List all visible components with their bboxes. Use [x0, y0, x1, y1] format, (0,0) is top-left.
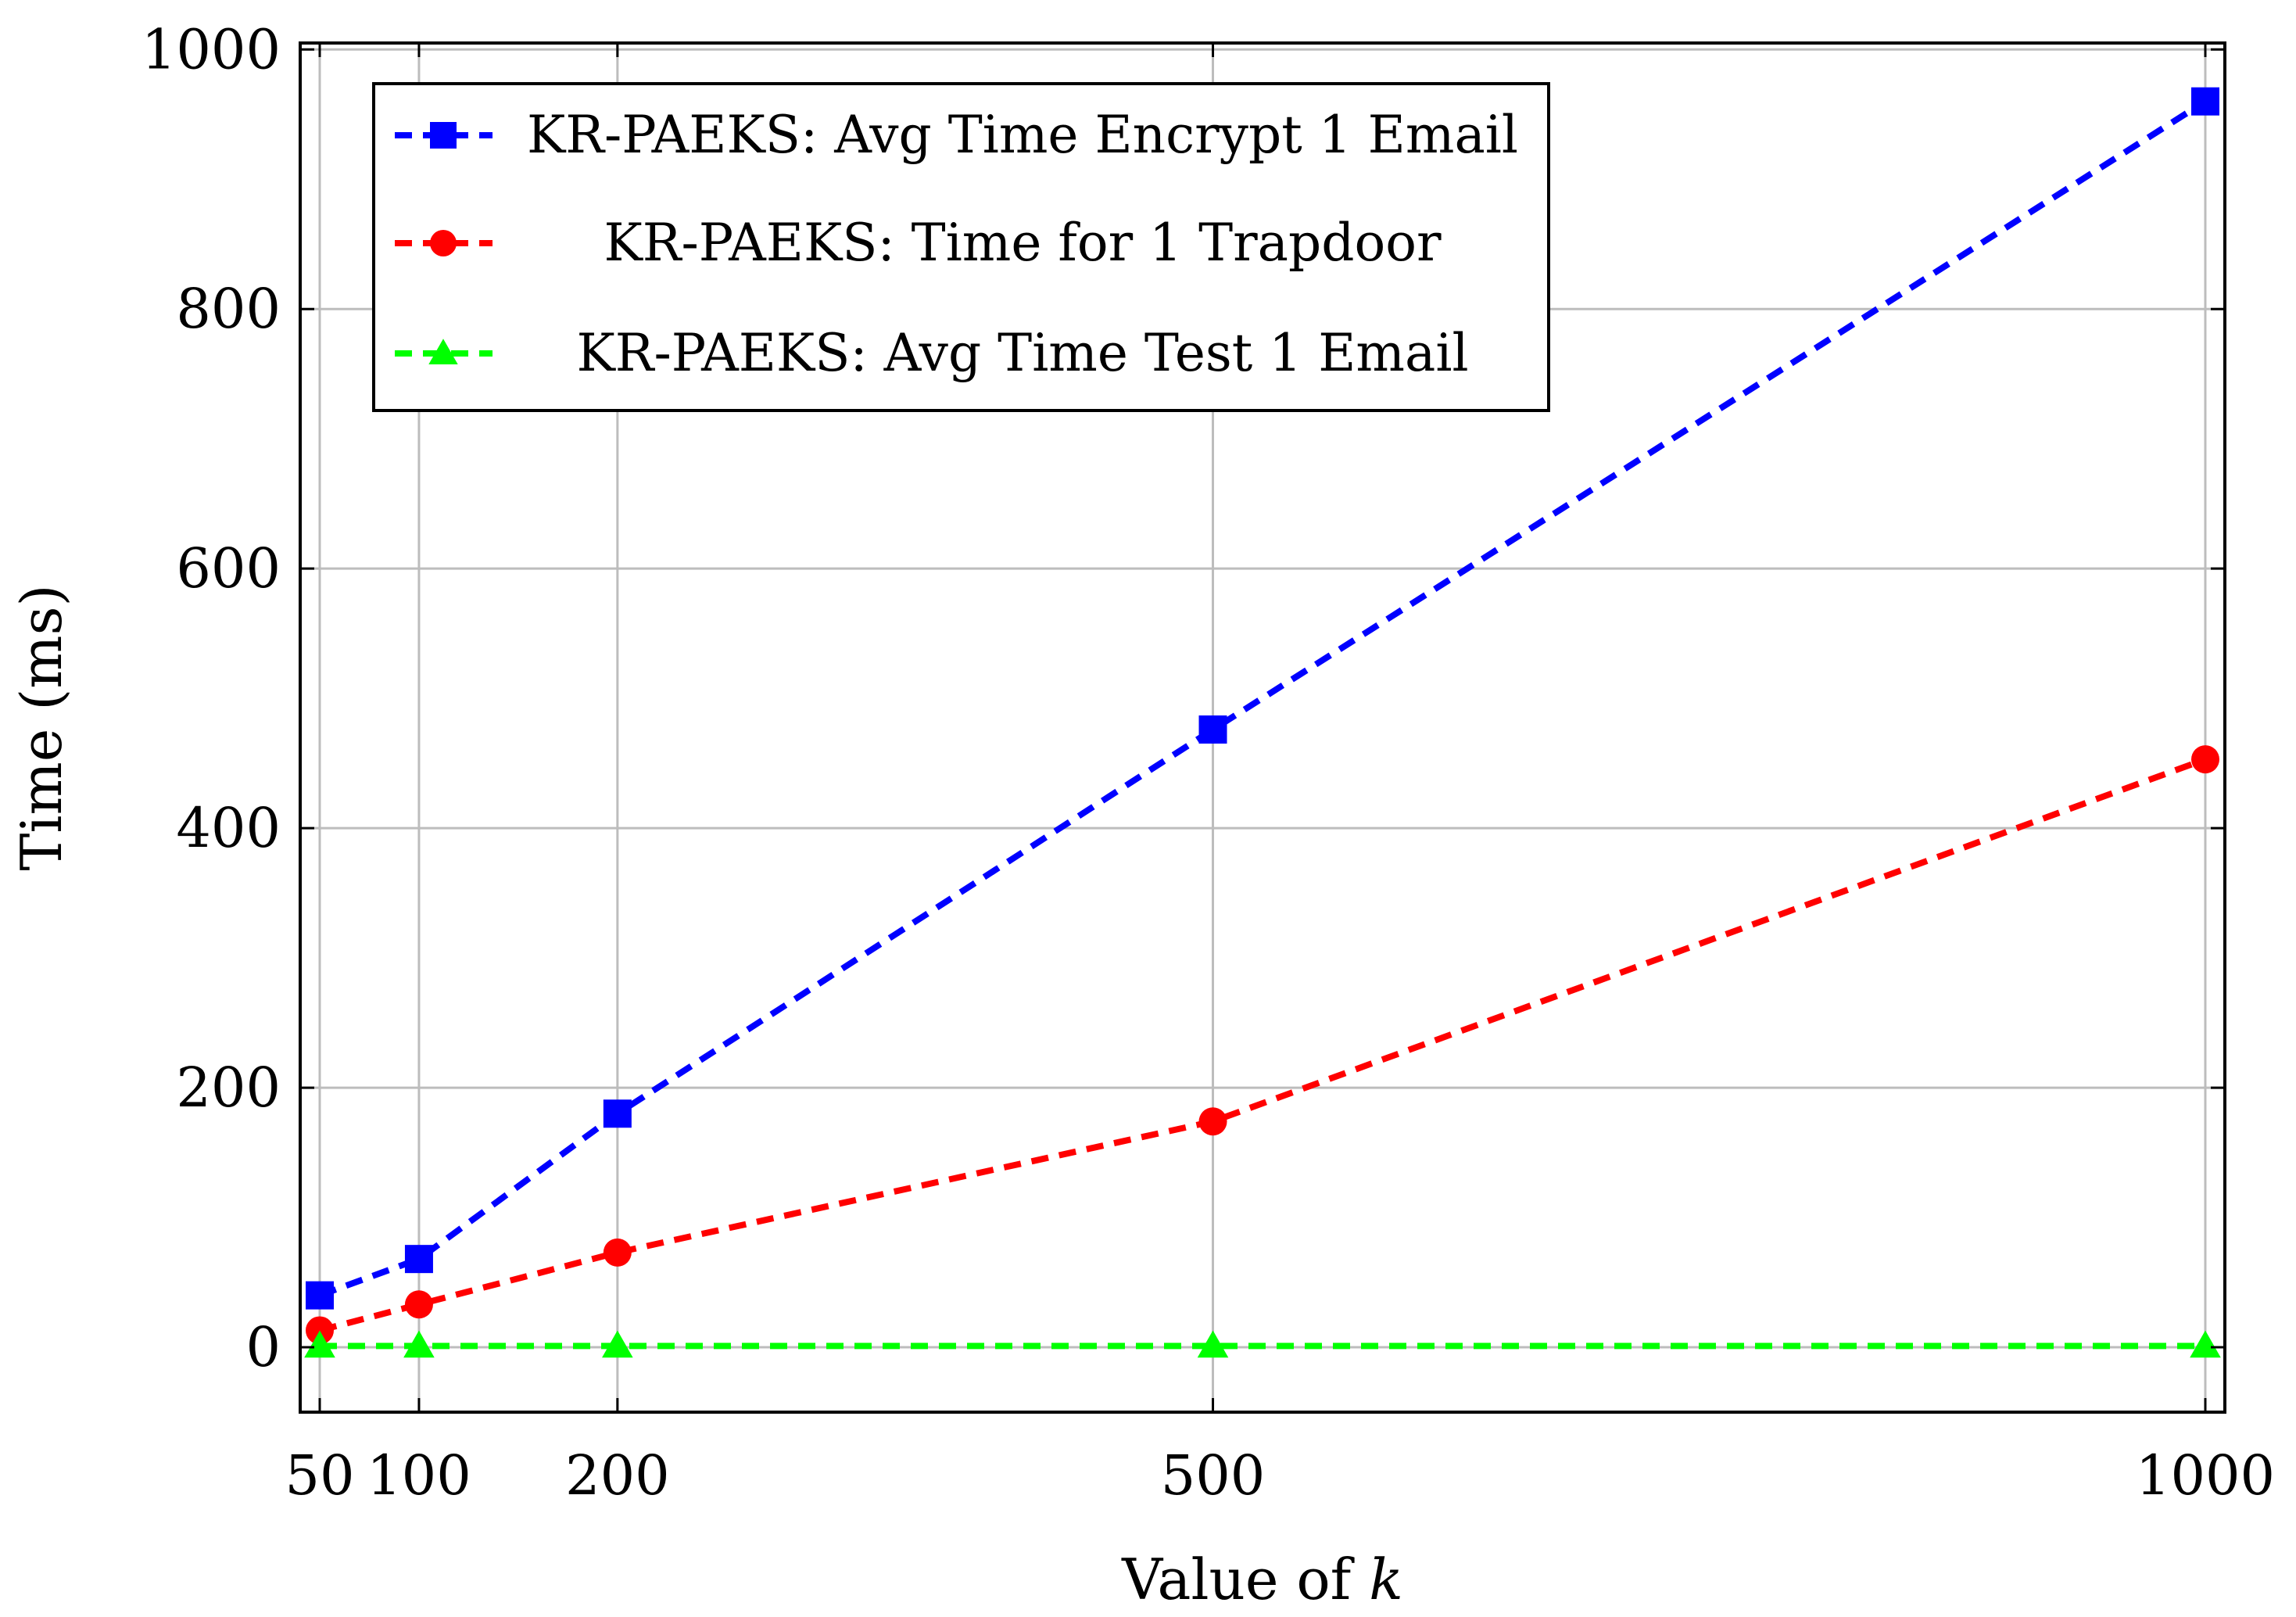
- legend-box: [372, 82, 1550, 412]
- data-point-circle: [603, 1238, 632, 1267]
- data-point-circle: [1198, 1107, 1227, 1136]
- legend-label: KR-PAEKS: Avg Time Encrypt 1 Email: [527, 105, 1518, 165]
- ticks: 50 100 200 500 1000 0 200 400 600 800 1000: [141, 17, 2275, 1508]
- y-tick-label: 1000: [141, 17, 281, 81]
- data-point-square: [404, 1245, 433, 1274]
- data-point-square: [306, 1281, 334, 1310]
- data-point-triangle: [403, 1330, 435, 1358]
- x-tick-label: 200: [565, 1443, 670, 1508]
- x-axis-label-text: Value of: [1121, 1547, 1355, 1612]
- legend-entry-2: KR-PAEKS: Time for 1 Trapdoor: [395, 213, 1442, 273]
- y-tick-label: 400: [176, 796, 281, 860]
- y-axis-label: Time (ms): [9, 584, 74, 870]
- legend-entry-1: KR-PAEKS: Avg Time Encrypt 1 Email: [395, 105, 1518, 165]
- series-2: [306, 745, 2219, 1345]
- x-axis-label-variable: k: [1369, 1547, 1403, 1612]
- data-point-square: [2191, 87, 2219, 116]
- x-tick-label: 50: [285, 1443, 354, 1508]
- series-3: [304, 1330, 2221, 1358]
- data-point-square: [603, 1099, 632, 1128]
- data-point-square: [1198, 715, 1227, 744]
- x-tick-label: 500: [1161, 1443, 1266, 1508]
- x-tick-label: 100: [367, 1443, 471, 1508]
- legend-entry-3: KR-PAEKS: Avg Time Test 1 Email: [395, 323, 1469, 383]
- legend-label: KR-PAEKS: Avg Time Test 1 Email: [576, 323, 1468, 383]
- data-point-circle: [2191, 745, 2219, 774]
- legend: KR-PAEKS: Avg Time Encrypt 1 Email KR-PAE…: [372, 82, 1550, 412]
- data-point-triangle: [2190, 1330, 2221, 1358]
- plot-frame: [299, 41, 2226, 1414]
- y-tick-label: 800: [176, 277, 281, 341]
- y-tick-label: 600: [176, 536, 281, 601]
- data-point-circle: [404, 1290, 433, 1319]
- legend-marker-square: [430, 122, 457, 149]
- data-point-triangle: [304, 1330, 335, 1358]
- y-tick-label: 0: [245, 1315, 281, 1379]
- x-axis-label: Value of k: [1121, 1547, 1403, 1612]
- series-layer: [304, 87, 2221, 1358]
- data-point-triangle: [602, 1330, 633, 1358]
- series-1: [306, 87, 2219, 1310]
- legend-marker-triangle: [428, 339, 458, 365]
- y-tick-label: 200: [176, 1056, 281, 1120]
- legend-marker-circle: [430, 230, 457, 256]
- data-point-circle: [306, 1316, 334, 1345]
- series-line: [318, 756, 2207, 1334]
- data-point-triangle: [1197, 1330, 1229, 1358]
- x-tick-label: 1000: [2136, 1443, 2275, 1508]
- legend-label: KR-PAEKS: Time for 1 Trapdoor: [604, 213, 1442, 273]
